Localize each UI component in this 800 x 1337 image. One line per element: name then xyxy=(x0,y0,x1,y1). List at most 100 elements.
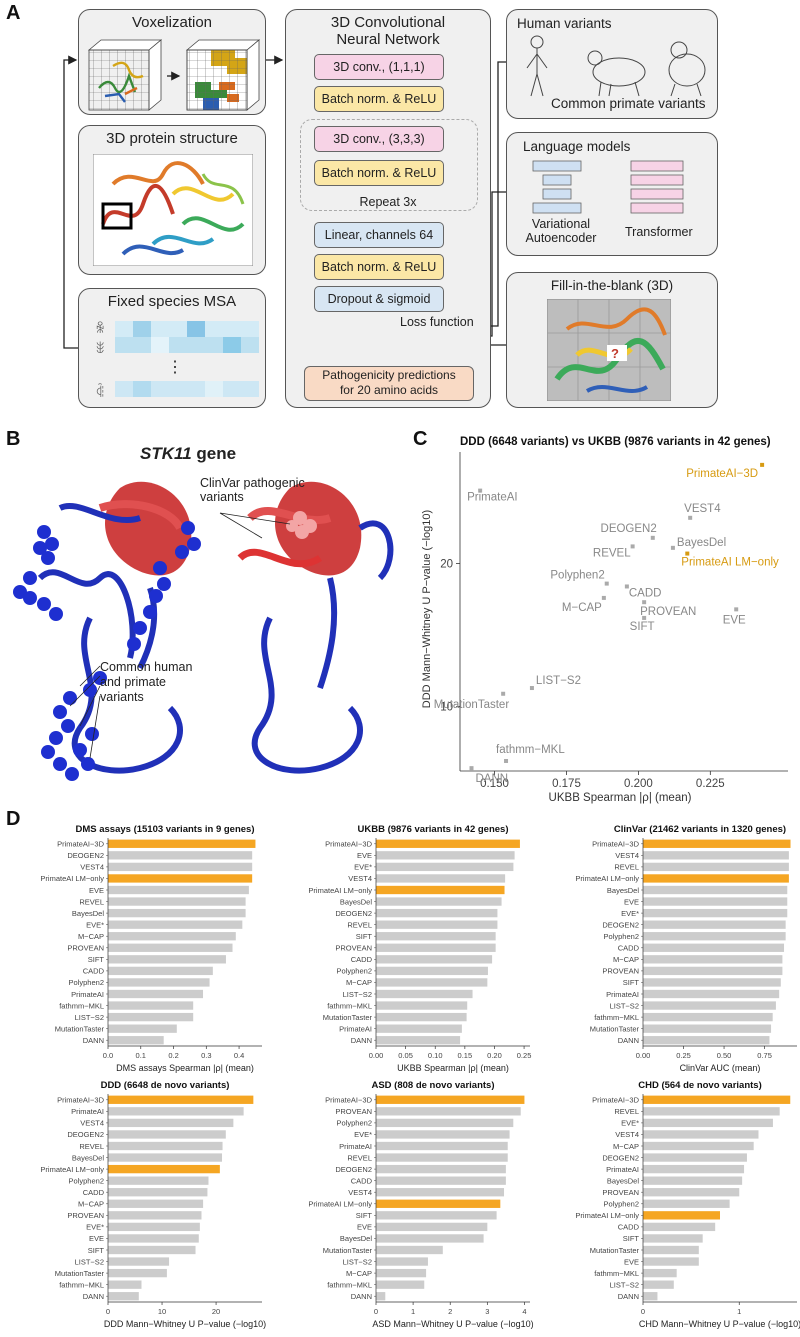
bar-chart-title: DDD (6648 de novo variants) xyxy=(101,1080,230,1091)
bar-chart-title: DMS assays (15103 variants in 9 genes) xyxy=(75,824,254,835)
bar-category-label: PROVEAN xyxy=(335,1107,372,1116)
bar-category-label: CADD xyxy=(351,955,373,964)
bar xyxy=(376,1153,508,1162)
scatter-point-label: fathmm−MKL xyxy=(496,744,565,756)
protein-structure-title: 3D protein structure xyxy=(106,130,238,147)
bar-category-label: BayesDel xyxy=(340,897,372,906)
bar-chart-xlabel: ASD Mann−Whitney U P−value (−log10) xyxy=(372,1319,533,1329)
panel-letter-c: C xyxy=(413,428,428,450)
human-variants-title: Human variants xyxy=(517,16,612,31)
bar-category-label: LIST−S2 xyxy=(610,1001,639,1010)
panel-c-scatter: DDD (6648 variants) vs UKBB (9876 varian… xyxy=(421,436,788,804)
bar-category-label: EVE* xyxy=(354,1130,372,1139)
scatter-ylabel: DDD Mann−Whitney U P−value (−log10) xyxy=(421,510,433,708)
bar-category-label: LIST−S2 xyxy=(343,990,372,999)
bar-chart-d3: ClinVar (21462 variants in 1320 genes) Pr… xyxy=(575,824,797,1073)
bar-category-label: LIST−S2 xyxy=(75,1257,104,1266)
bar-x-tick-label: 0 xyxy=(641,1307,645,1316)
bar-category-label: EVE xyxy=(89,1234,104,1243)
bar-category-label: PrimateAI LM−only xyxy=(575,1211,639,1220)
bar-chart-title: ClinVar (21462 variants in 1320 genes) xyxy=(614,824,786,835)
cnn-title-line1: 3D Convolutional xyxy=(330,14,446,31)
scatter-point-label: PrimateAI xyxy=(467,492,518,504)
scatter-point xyxy=(688,515,693,520)
bar-category-label: VEST4 xyxy=(80,863,104,872)
scatter-point xyxy=(501,691,506,696)
bar-category-label: DEOGEN2 xyxy=(335,909,372,918)
scatter-point xyxy=(685,551,690,556)
bar-category-label: EVE* xyxy=(354,863,372,872)
bar-category-label: PrimateAI xyxy=(606,990,639,999)
bar xyxy=(643,1234,703,1243)
common-variants-line3: variants xyxy=(100,690,144,704)
bar-chart-xlabel: DMS assays Spearman |ρ| (mean) xyxy=(116,1063,254,1073)
bar-category-label: CADD xyxy=(351,1176,373,1185)
language-models-title: Language models xyxy=(523,139,631,154)
bar xyxy=(108,1141,223,1151)
svg-text:ꆟ: ꆟ xyxy=(95,383,105,400)
bar xyxy=(376,966,488,976)
bar-chart-d5: ASD (808 de novo variants) PrimateAI−3D PR… xyxy=(308,1080,533,1329)
bar xyxy=(643,874,789,883)
bar-category-label: Polyphen2 xyxy=(337,967,372,976)
voxelization-title: Voxelization xyxy=(131,14,213,31)
bar-chart-title: UKBB (9876 variants in 42 genes) xyxy=(357,824,508,835)
fill-blank-box: Fill-in-the-blank (3D) ? xyxy=(506,272,718,408)
bar xyxy=(376,1211,497,1220)
human-variants-box: Human variants Common primate variants xyxy=(506,9,718,119)
bar xyxy=(376,1176,506,1185)
bar-category-label: PROVEAN xyxy=(602,967,639,976)
panel-a: Voxelization xyxy=(0,0,800,425)
bar-x-tick-label: 0.00 xyxy=(636,1051,651,1060)
bar xyxy=(376,1107,521,1116)
bar xyxy=(643,943,785,952)
bar xyxy=(376,851,515,860)
bar-category-label: DEOGEN2 xyxy=(67,1130,104,1139)
bar-category-label: PrimateAI xyxy=(71,990,104,999)
bar xyxy=(376,1234,484,1243)
bar xyxy=(108,1176,209,1185)
scatter-x-tick-label: 0.225 xyxy=(696,778,725,790)
bar xyxy=(376,1001,468,1010)
stk11-title-rest: gene xyxy=(191,444,237,463)
scatter-point xyxy=(734,607,739,612)
bar xyxy=(108,1188,208,1197)
scatter-point xyxy=(469,766,474,771)
bar xyxy=(376,897,502,906)
bar-x-tick-label: 0.4 xyxy=(234,1051,244,1060)
bar xyxy=(376,839,520,848)
bar xyxy=(643,1107,780,1116)
bar-category-label: CADD xyxy=(83,967,105,976)
bar xyxy=(643,1188,740,1197)
bar-category-label: M−CAP xyxy=(78,932,104,941)
bar-category-label: PROVEAN xyxy=(602,1188,639,1197)
scatter-point xyxy=(478,488,483,493)
vae-label-line1: Variational xyxy=(531,217,591,231)
bar-chart-d2: UKBB (9876 variants in 42 genes) PrimateA… xyxy=(308,824,531,1073)
bar-category-label: PrimateAI xyxy=(339,1024,372,1033)
bar xyxy=(643,1245,699,1255)
scatter-point-label: VEST4 xyxy=(684,503,721,515)
scatter-point-label: Polyphen2 xyxy=(550,570,604,582)
bar-chart-d1: DMS assays (15103 variants in 9 genes) Pr… xyxy=(40,824,262,1073)
stk11-title: STK11 gene xyxy=(140,444,236,464)
msa-title: Fixed species MSA xyxy=(107,293,237,310)
bar xyxy=(108,1164,220,1174)
bar-category-label: REVEL xyxy=(79,897,104,906)
bar-category-label: SIFT xyxy=(88,955,105,964)
bar-category-label: Polyphen2 xyxy=(69,978,104,987)
puzzle-protein-image: ? xyxy=(547,299,671,401)
bar-x-tick-label: 3 xyxy=(485,1307,489,1316)
bar-category-label: CADD xyxy=(83,1188,105,1197)
bar-category-label: PROVEAN xyxy=(335,944,372,953)
bar xyxy=(376,932,496,941)
scatter-title: DDD (6648 variants) vs UKBB (9876 varian… xyxy=(460,436,771,448)
scatter-point xyxy=(642,615,647,620)
bar xyxy=(376,908,498,918)
bar xyxy=(643,1176,743,1185)
bar xyxy=(376,885,505,895)
bar xyxy=(376,1141,508,1151)
bar xyxy=(108,1130,226,1139)
bar xyxy=(376,978,488,987)
bar xyxy=(643,955,783,964)
